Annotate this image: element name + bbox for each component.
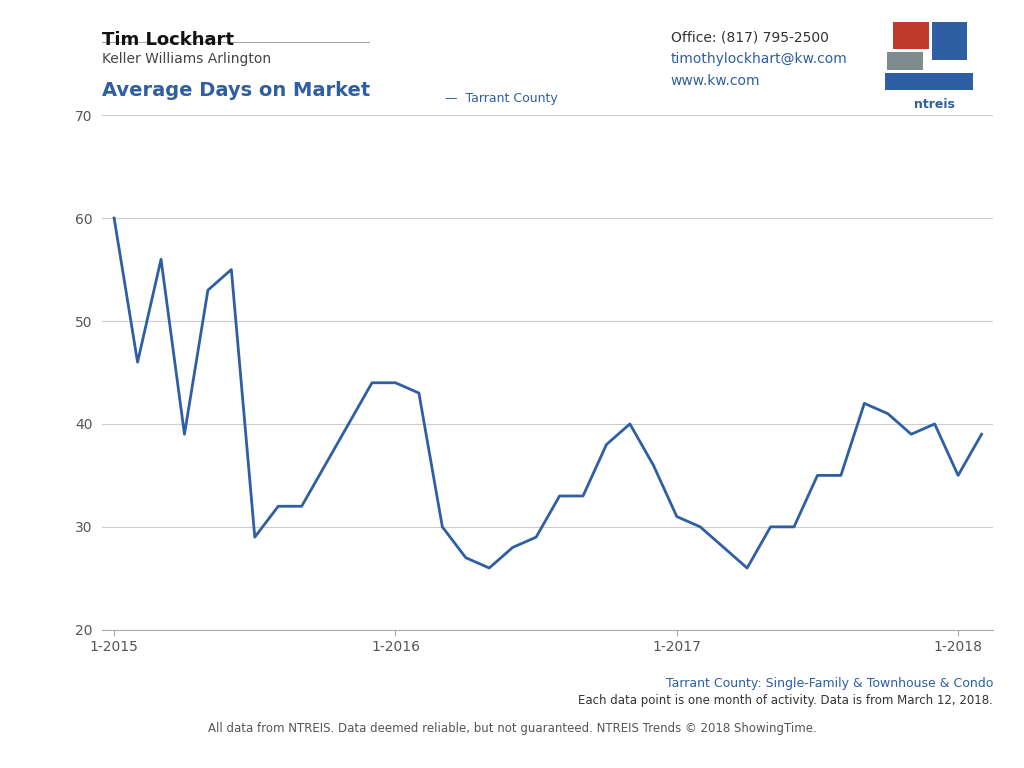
Text: Tarrant County: Single-Family & Townhouse & Condo: Tarrant County: Single-Family & Townhous… (666, 677, 993, 690)
Bar (885, 73, 973, 91)
Text: Each data point is one month of activity. Data is from March 12, 2018.: Each data point is one month of activity… (579, 694, 993, 707)
Bar (932, 22, 968, 60)
Bar (893, 22, 929, 49)
Text: timothylockhart@kw.com: timothylockhart@kw.com (671, 52, 848, 66)
Text: ntreis: ntreis (914, 98, 954, 111)
Text: www.kw.com: www.kw.com (671, 74, 760, 88)
Text: Office: (817) 795-2500: Office: (817) 795-2500 (671, 31, 828, 45)
Bar (887, 52, 923, 70)
Text: Average Days on Market: Average Days on Market (102, 81, 371, 100)
Text: Tim Lockhart: Tim Lockhart (102, 31, 234, 48)
Text: —  Tarrant County: — Tarrant County (445, 92, 558, 105)
Text: Keller Williams Arlington: Keller Williams Arlington (102, 52, 271, 66)
Text: All data from NTREIS. Data deemed reliable, but not guaranteed. NTREIS Trends © : All data from NTREIS. Data deemed reliab… (208, 722, 816, 735)
